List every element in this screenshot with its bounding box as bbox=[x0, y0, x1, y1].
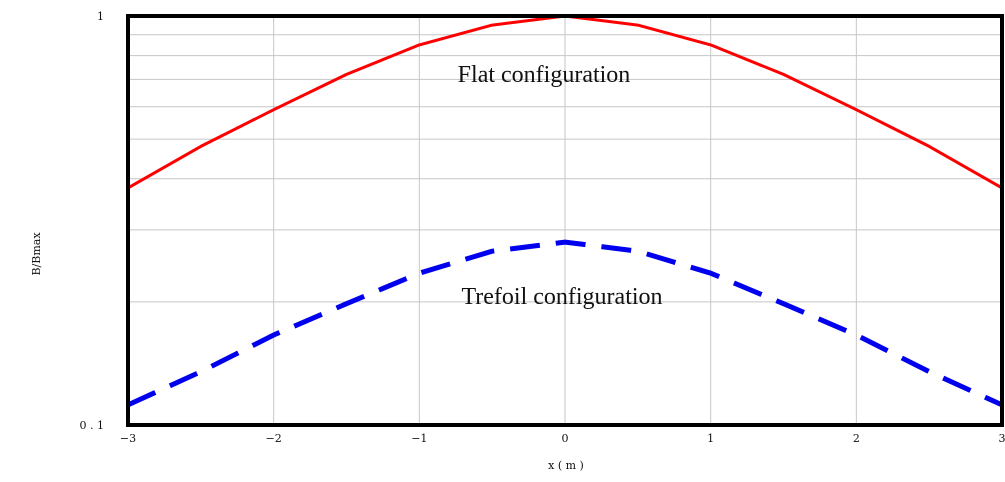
y-axis-label: B/Bmax bbox=[30, 232, 43, 276]
x-tick-label: 2 bbox=[853, 432, 860, 445]
annotation-flat: Flat configuration bbox=[458, 62, 631, 88]
x-tick-label: −3 bbox=[120, 432, 136, 445]
plot-frame bbox=[126, 14, 1004, 427]
x-tick-label: 1 bbox=[707, 432, 714, 445]
annotation-trefoil: Trefoil configuration bbox=[461, 284, 662, 310]
x-tick-label: −1 bbox=[411, 432, 427, 445]
y-tick-label: 0 . 1 bbox=[80, 419, 105, 432]
x-tick-label: 0 bbox=[562, 432, 569, 445]
y-tick-label: 1 bbox=[97, 10, 104, 23]
grid bbox=[127, 16, 1003, 425]
x-tick-label: −2 bbox=[266, 432, 282, 445]
series-line-1 bbox=[126, 239, 1004, 408]
x-tick-label: 3 bbox=[999, 432, 1005, 445]
y-tick-layer: 0 . 1 1 bbox=[80, 10, 105, 432]
x-tick-layer: −3 −2 −1 0 1 2 3 bbox=[120, 432, 1005, 445]
x-axis-label: x ( m ) bbox=[548, 459, 584, 472]
